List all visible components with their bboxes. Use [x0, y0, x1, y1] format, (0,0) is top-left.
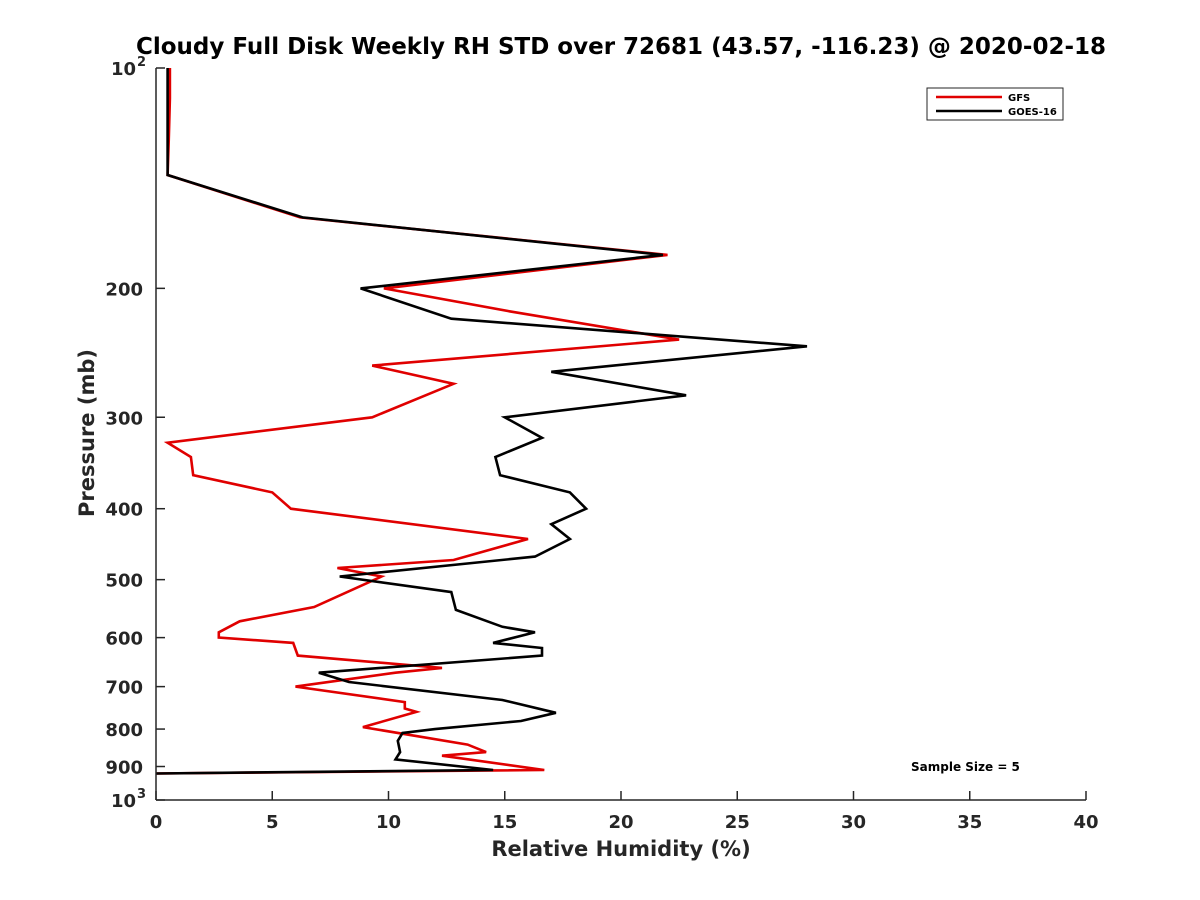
series-layer [155, 68, 808, 775]
y-axis-label: Pressure (mb) [75, 349, 99, 517]
series-line-goes-16 [155, 68, 808, 775]
sample-size-annotation: Sample Size = 5 [911, 760, 1020, 774]
y-tick-exponent: 2 [137, 55, 146, 70]
y-tick-exponent: 3 [137, 787, 146, 802]
legend-entry-label: GOES-16 [1008, 107, 1057, 118]
x-tick-label: 10 [376, 812, 401, 833]
y-tick-label: 200 [105, 279, 143, 300]
series-line-gfs [155, 68, 680, 775]
x-tick-label: 15 [492, 812, 517, 833]
chart-title: Cloudy Full Disk Weekly RH STD over 7268… [136, 34, 1106, 60]
y-tick-label: 900 [105, 758, 143, 779]
y-tick-label: 600 [105, 629, 143, 650]
x-tick-label: 25 [725, 812, 750, 833]
y-tick-label: 400 [105, 500, 143, 521]
x-tick-label: 20 [608, 812, 633, 833]
x-tick-label: 0 [150, 812, 163, 833]
legend: GFS GOES-16 [926, 87, 1064, 121]
x-tick-label: 40 [1073, 812, 1098, 833]
legend-entry-label: GFS [1008, 93, 1030, 104]
x-tick-label: 5 [266, 812, 279, 833]
y-tick-label: 300 [105, 408, 143, 429]
x-tick-label: 35 [957, 812, 982, 833]
plot-area [156, 68, 1086, 800]
y-tick-label: 700 [105, 678, 143, 699]
y-tick-label: 10 [111, 59, 136, 80]
legend-box [926, 87, 1064, 121]
y-tick-label: 10 [111, 791, 136, 812]
y-tick-label: 500 [105, 571, 143, 592]
x-tick-label: 30 [841, 812, 866, 833]
plot-background [156, 68, 1086, 800]
x-axis-label: Relative Humidity (%) [491, 837, 750, 861]
y-tick-label: 800 [105, 720, 143, 741]
